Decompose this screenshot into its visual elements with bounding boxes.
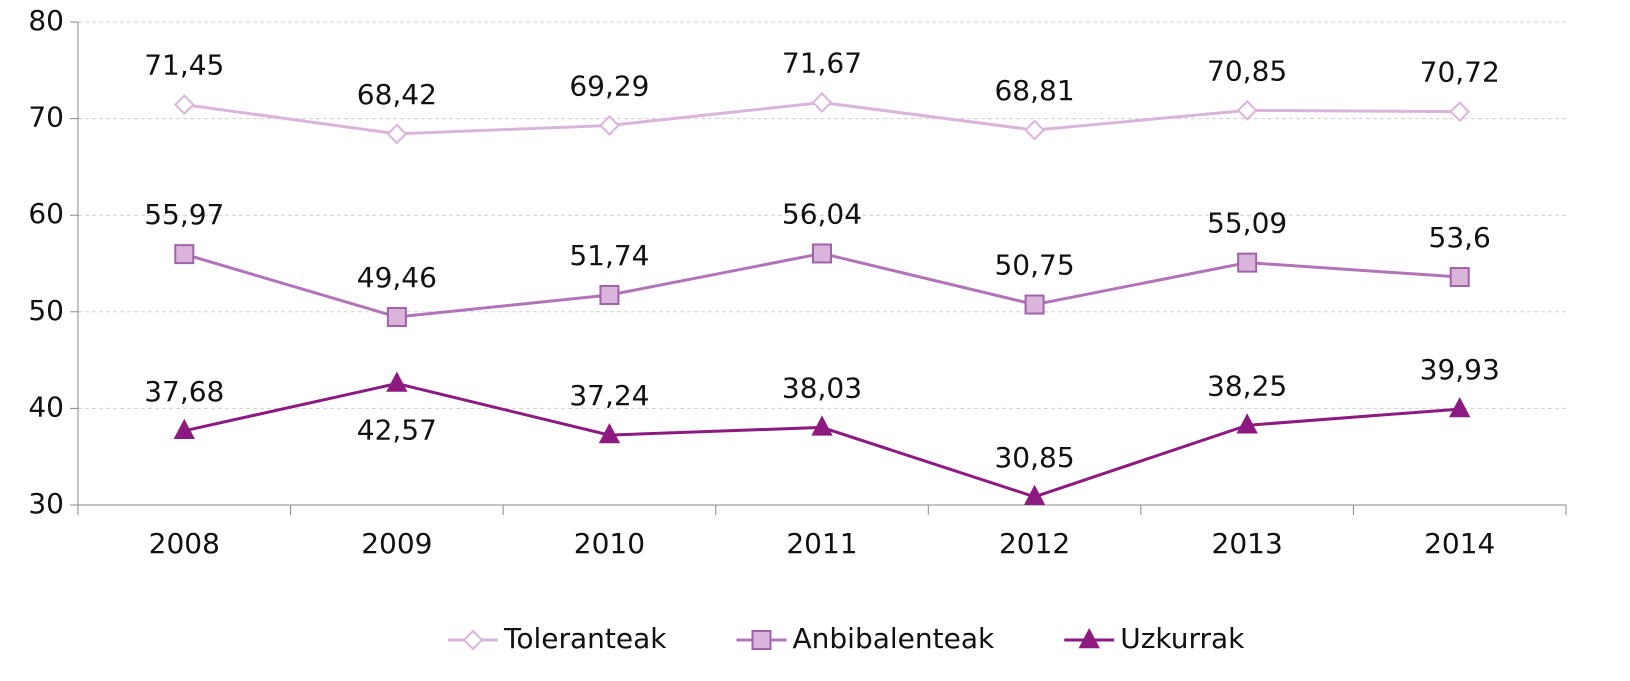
point-marker	[599, 115, 620, 136]
data-label: 71,45	[144, 49, 224, 82]
x-tick-label: 2012	[999, 527, 1070, 560]
legend-label: Toleranteak	[503, 622, 667, 655]
x-tick-label: 2014	[1424, 527, 1495, 560]
point-marker	[1236, 99, 1258, 121]
point-marker	[1024, 119, 1045, 141]
point-marker	[1023, 484, 1046, 505]
data-label: 68,42	[357, 78, 437, 111]
data-label: 38,25	[1207, 369, 1287, 402]
y-tick-label: 30	[28, 487, 64, 520]
data-label: 37,24	[569, 379, 649, 412]
y-tick-label: 60	[28, 197, 64, 230]
point-marker	[1236, 413, 1258, 434]
point-marker	[173, 94, 195, 116]
x-tick-label: 2011	[786, 527, 857, 560]
data-label: 38,03	[782, 371, 862, 404]
point-marker	[1449, 101, 1471, 123]
point-marker	[386, 123, 408, 145]
point-marker	[386, 371, 408, 392]
data-label: 55,09	[1207, 207, 1287, 240]
point-marker	[1449, 267, 1470, 288]
data-label: 70,85	[1207, 54, 1287, 87]
data-label: 53,6	[1429, 221, 1491, 254]
point-marker	[1024, 294, 1045, 315]
legend-marker	[751, 630, 772, 650]
x-tick-label: 2008	[149, 527, 220, 560]
data-label: 50,75	[994, 249, 1074, 282]
data-label: 55,97	[144, 198, 224, 231]
data-label: 68,81	[994, 74, 1074, 107]
legend-label: Anbibalenteak	[792, 622, 995, 655]
legend-marker	[462, 629, 484, 651]
data-label: 71,67	[782, 46, 862, 79]
y-tick-label: 70	[28, 101, 64, 134]
data-label: 69,29	[569, 69, 649, 102]
data-label: 70,72	[1420, 56, 1500, 89]
point-marker	[811, 92, 833, 113]
point-marker	[174, 244, 195, 265]
data-label: 56,04	[782, 197, 862, 230]
data-label: 51,74	[569, 239, 649, 272]
point-marker	[386, 307, 407, 328]
x-tick-label: 2010	[574, 527, 645, 560]
data-label: 37,68	[144, 375, 224, 408]
y-tick-label: 80	[28, 4, 64, 37]
data-label: 30,85	[994, 441, 1074, 474]
data-label: 49,46	[357, 261, 437, 294]
y-tick-label: 40	[28, 390, 64, 423]
data-label: 42,57	[357, 414, 437, 447]
x-tick-label: 2013	[1212, 527, 1283, 560]
point-marker	[812, 243, 832, 264]
point-marker	[1449, 397, 1471, 418]
point-marker	[811, 415, 833, 436]
point-marker	[598, 423, 621, 444]
x-tick-label: 2009	[361, 527, 432, 560]
point-marker	[599, 284, 620, 305]
data-label: 39,93	[1420, 353, 1500, 386]
point-marker	[173, 418, 195, 440]
y-tick-label: 50	[28, 294, 64, 327]
legend-marker	[1078, 627, 1100, 649]
legend-label: Uzkurrak	[1120, 622, 1245, 655]
point-marker	[1237, 252, 1258, 273]
